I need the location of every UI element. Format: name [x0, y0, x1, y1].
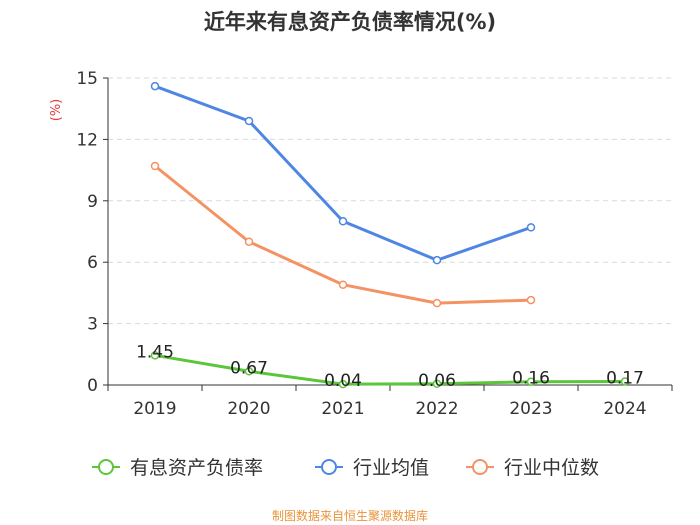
point-s1-2023 [526, 223, 536, 232]
axes: 0 3 6 9 12 15 (%) 2019 2020 2021 2022 2023 2024 [49, 69, 673, 419]
chart-title: 近年来有息资产负债率情况(%) [203, 10, 497, 34]
point-s2-2020 [244, 237, 254, 246]
point-s0-2020 [244, 367, 254, 376]
x-tick-label-2020: 2020 [227, 399, 270, 419]
legend: 有息资产负债率 行业均值 行业中位数 [92, 457, 599, 479]
data-labels: 1.45 0.67 0.04 0.06 0.16 0.17 [136, 342, 644, 391]
legend-label-0: 有息资产负债率 [130, 457, 263, 479]
point-s2-2021 [338, 280, 348, 289]
x-tick-label-2022: 2022 [415, 399, 458, 419]
point-s1-2021 [338, 217, 348, 226]
source-note: 制图数据来自恒生聚源数据库 [271, 509, 428, 523]
point-s0-2023 [526, 377, 536, 386]
legend-marker-0 [98, 459, 114, 475]
series-lines [153, 84, 627, 386]
data-label-2023: 0.16 [512, 369, 550, 389]
data-label-2022: 0.06 [418, 371, 456, 391]
point-s0-2024 [620, 377, 630, 386]
legend-label-2: 行业中位数 [504, 457, 599, 479]
series-line-1 [153, 84, 533, 262]
series-line-0 [153, 353, 627, 386]
y-tick-label: 6 [87, 253, 98, 273]
point-s1-2022 [432, 255, 442, 265]
y-tick-label: 3 [87, 315, 98, 335]
legend-marker-1 [321, 459, 337, 475]
point-s0-2022 [432, 379, 442, 389]
legend-marker-2 [472, 459, 488, 475]
y-tick-label: 9 [87, 192, 98, 212]
point-s2-2019 [150, 161, 160, 171]
point-s1-2019 [150, 81, 160, 91]
data-points [150, 81, 630, 389]
data-label-2020: 0.67 [230, 358, 268, 378]
point-s0-2021 [338, 379, 348, 389]
y-tick-label: 0 [87, 376, 98, 396]
legend-label-1: 行业均值 [353, 457, 429, 479]
point-s1-2020 [244, 116, 254, 126]
point-s2-2023 [526, 295, 536, 305]
point-s0-2019 [150, 351, 160, 360]
point-s2-2022 [432, 298, 442, 308]
x-tick-label-2023: 2023 [509, 399, 552, 419]
x-tick-label-2019: 2019 [133, 399, 176, 419]
data-label-2024: 0.17 [606, 369, 644, 389]
data-label-2021: 0.04 [324, 371, 362, 391]
x-tick-label-2021: 2021 [321, 399, 364, 419]
grid-lines [108, 77, 672, 325]
y-tick-label: 12 [76, 130, 98, 150]
y-axis-label: (%) [49, 99, 64, 122]
y-tick-label: 15 [76, 69, 98, 89]
x-tick-label-2024: 2024 [603, 399, 646, 419]
data-label-2019: 1.45 [136, 342, 174, 362]
